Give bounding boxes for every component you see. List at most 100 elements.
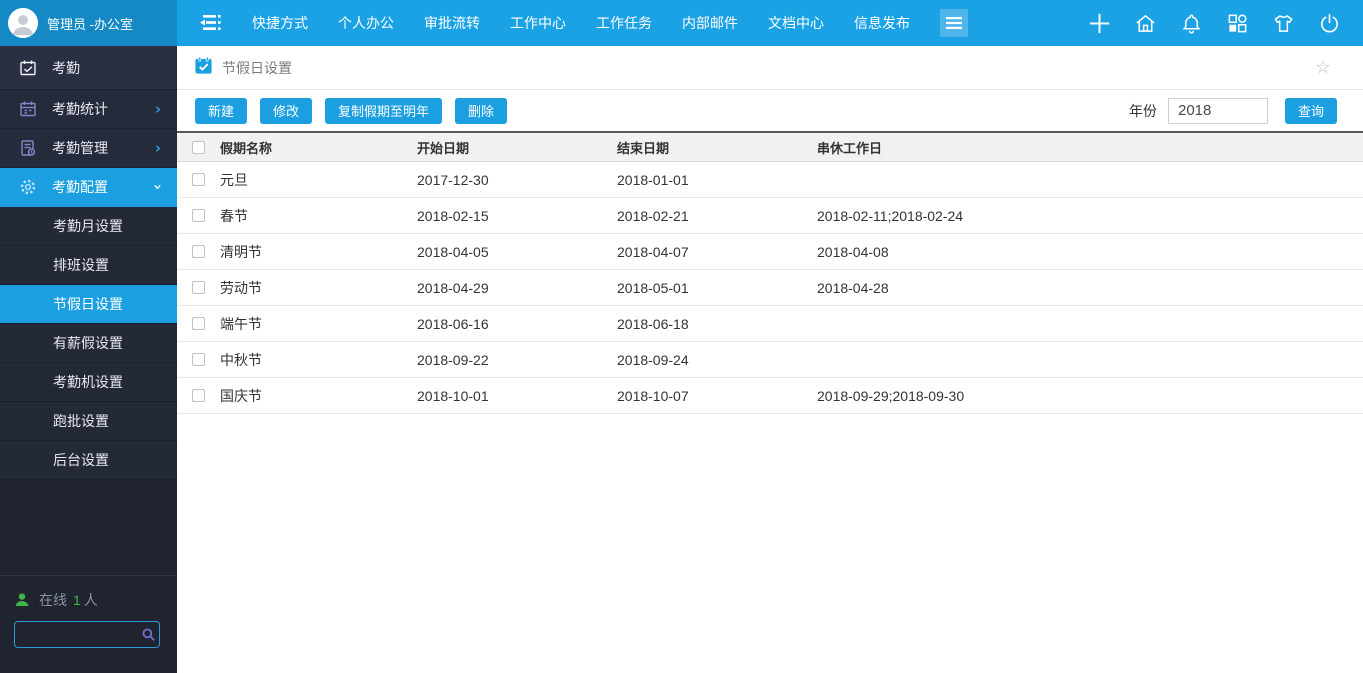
topbar-nav: 快捷方式 个人办公 审批流转 工作中心 工作任务 内部邮件 文档中心 信息发布 xyxy=(252,13,940,33)
sidebar-item-attendance-stats[interactable]: 考勤统计 › xyxy=(0,90,177,129)
row-checkbox-cell xyxy=(177,173,220,186)
topbar-icon-cluster xyxy=(1065,11,1341,35)
online-count: 1 xyxy=(73,592,81,608)
end-date-cell: 2018-09-24 xyxy=(617,351,689,368)
sidebar-subitem-5[interactable]: 考勤机设置 xyxy=(0,363,177,402)
page-header: 节假日设置 ☆ xyxy=(177,46,1363,90)
search-icon[interactable] xyxy=(137,627,159,642)
row-checkbox[interactable] xyxy=(192,317,205,330)
sidebar-collapse-icon[interactable] xyxy=(196,8,226,38)
sidebar: 考勤 考勤统计 › 考勤管理 › xyxy=(0,46,177,673)
holiday-name-cell: 春节 xyxy=(220,207,248,224)
table-row[interactable]: 元旦 2017-12-30 2018-01-01 xyxy=(177,162,1363,198)
new-button[interactable]: 新建 xyxy=(195,97,248,124)
nav-item-3[interactable]: 审批流转 xyxy=(424,15,480,31)
page-title-icon xyxy=(194,56,213,80)
sidebar-item-label: 考勤配置 xyxy=(52,179,108,195)
sidebar-subitem-3[interactable]: 节假日设置 xyxy=(0,285,177,324)
sidebar-subitem-6[interactable]: 跑批设置 xyxy=(0,402,177,441)
bell-icon[interactable] xyxy=(1179,11,1203,35)
row-checkbox[interactable] xyxy=(192,245,205,258)
nav-item-7[interactable]: 文档中心 xyxy=(768,15,824,31)
file-clock-icon xyxy=(19,139,37,157)
start-date-cell: 2018-04-05 xyxy=(417,243,489,260)
brand-area: 管理员 -办公室 xyxy=(0,0,177,46)
sidebar-item-label: 考勤统计 xyxy=(52,101,108,117)
start-date-cell: 2017-12-30 xyxy=(417,171,489,188)
nav-item-8[interactable]: 信息发布 xyxy=(854,15,910,31)
row-checkbox-cell xyxy=(177,317,220,330)
sidebar-item-attendance[interactable]: 考勤 xyxy=(0,46,177,90)
start-date-cell: 2018-06-16 xyxy=(417,315,489,332)
table-row[interactable]: 端午节 2018-06-16 2018-06-18 xyxy=(177,306,1363,342)
row-checkbox[interactable] xyxy=(192,281,205,294)
start-date-cell: 2018-09-22 xyxy=(417,351,489,368)
table-row[interactable]: 清明节 2018-04-05 2018-04-07 2018-04-08 xyxy=(177,234,1363,270)
year-input[interactable] xyxy=(1167,97,1268,124)
end-date-cell: 2018-05-01 xyxy=(617,279,689,296)
delete-button[interactable]: 删除 xyxy=(455,97,508,124)
person-icon xyxy=(14,592,30,608)
main-content: 节假日设置 ☆ 新建 修改 复制假期至明年 删除 年份 查询 假期名称 开始日期… xyxy=(177,46,1363,673)
sidebar-item-label: 考勤管理 xyxy=(52,140,108,156)
table-row[interactable]: 中秋节 2018-09-22 2018-09-24 xyxy=(177,342,1363,378)
nav-item-5[interactable]: 工作任务 xyxy=(596,15,652,31)
holiday-name-cell: 元旦 xyxy=(220,171,248,188)
apps-icon[interactable] xyxy=(1225,11,1249,35)
swap-workday-cell: 2018-02-11;2018-02-24 xyxy=(817,207,964,224)
nav-item-2[interactable]: 个人办公 xyxy=(338,15,394,31)
favorite-star-icon[interactable]: ☆ xyxy=(1314,56,1331,78)
sidebar-search-input[interactable] xyxy=(15,622,137,647)
end-date-cell: 2018-04-07 xyxy=(617,243,689,260)
online-label: 在线 xyxy=(39,592,67,608)
table-body: 元旦 2017-12-30 2018-01-01 春节 2018-02-15 2018-0… xyxy=(177,162,1363,414)
plus-icon[interactable] xyxy=(1087,11,1111,35)
row-checkbox-cell xyxy=(177,353,220,366)
sidebar-subitem-7[interactable]: 后台设置 xyxy=(0,441,177,480)
sidebar-submenu: 考勤月设置 排班设置 节假日设置 有薪假设置 考勤机设置 跑批设置 后台设置 xyxy=(0,207,177,480)
power-icon[interactable] xyxy=(1317,11,1341,35)
sidebar-item-attendance-mgmt[interactable]: 考勤管理 › xyxy=(0,129,177,168)
row-checkbox-cell xyxy=(177,245,220,258)
home-icon[interactable] xyxy=(1133,11,1157,35)
nav-item-6[interactable]: 内部邮件 xyxy=(682,15,738,31)
table-header: 假期名称 开始日期 结束日期 串休工作日 xyxy=(177,131,1363,162)
holiday-name-cell: 中秋节 xyxy=(220,351,262,368)
sidebar-filler xyxy=(0,480,177,575)
table-row[interactable]: 春节 2018-02-15 2018-02-21 2018-02-11;2018-02… xyxy=(177,198,1363,234)
sidebar-subitem-4[interactable]: 有薪假设置 xyxy=(0,324,177,363)
year-filter: 年份 查询 xyxy=(1128,97,1345,124)
online-section: 在线 1 人 xyxy=(0,575,177,673)
sidebar-item-attendance-config[interactable]: 考勤配置 › xyxy=(0,168,177,207)
end-date-cell: 2018-01-01 xyxy=(617,171,689,188)
query-button[interactable]: 查询 xyxy=(1284,97,1337,124)
avatar[interactable] xyxy=(8,8,38,38)
row-checkbox[interactable] xyxy=(192,173,205,186)
holiday-name-cell: 清明节 xyxy=(220,243,262,260)
copy-holiday-to-next-year-button[interactable]: 复制假期至明年 xyxy=(325,97,443,124)
start-date-cell: 2018-10-01 xyxy=(417,387,489,404)
start-date-cell: 2018-04-29 xyxy=(417,279,489,296)
row-checkbox[interactable] xyxy=(192,389,205,402)
menu-toggle-icon[interactable] xyxy=(940,9,968,37)
modify-button[interactable]: 修改 xyxy=(260,97,313,124)
holiday-name-cell: 国庆节 xyxy=(220,387,262,404)
table-row[interactable]: 劳动节 2018-04-29 2018-05-01 2018-04-28 xyxy=(177,270,1363,306)
nav-item-1[interactable]: 快捷方式 xyxy=(252,15,308,31)
table-row[interactable]: 国庆节 2018-10-01 2018-10-07 2018-09-29;2018-0… xyxy=(177,378,1363,414)
column-header-start-date: 开始日期 xyxy=(417,140,470,156)
nav-item-4[interactable]: 工作中心 xyxy=(510,15,566,31)
online-suffix: 人 xyxy=(83,592,98,608)
sidebar-subitem-2[interactable]: 排班设置 xyxy=(0,246,177,285)
calendar-check-icon xyxy=(19,59,37,77)
year-label: 年份 xyxy=(1128,102,1157,119)
online-status: 在线 1 人 xyxy=(14,590,163,610)
sidebar-search-box xyxy=(14,621,160,648)
sidebar-subitem-1[interactable]: 考勤月设置 xyxy=(0,207,177,246)
tshirt-icon[interactable] xyxy=(1271,11,1295,35)
select-all-checkbox[interactable] xyxy=(192,140,205,154)
column-header-holiday-name: 假期名称 xyxy=(220,140,273,156)
sidebar-item-label: 考勤 xyxy=(52,59,80,76)
row-checkbox[interactable] xyxy=(192,353,205,366)
row-checkbox[interactable] xyxy=(192,209,205,222)
